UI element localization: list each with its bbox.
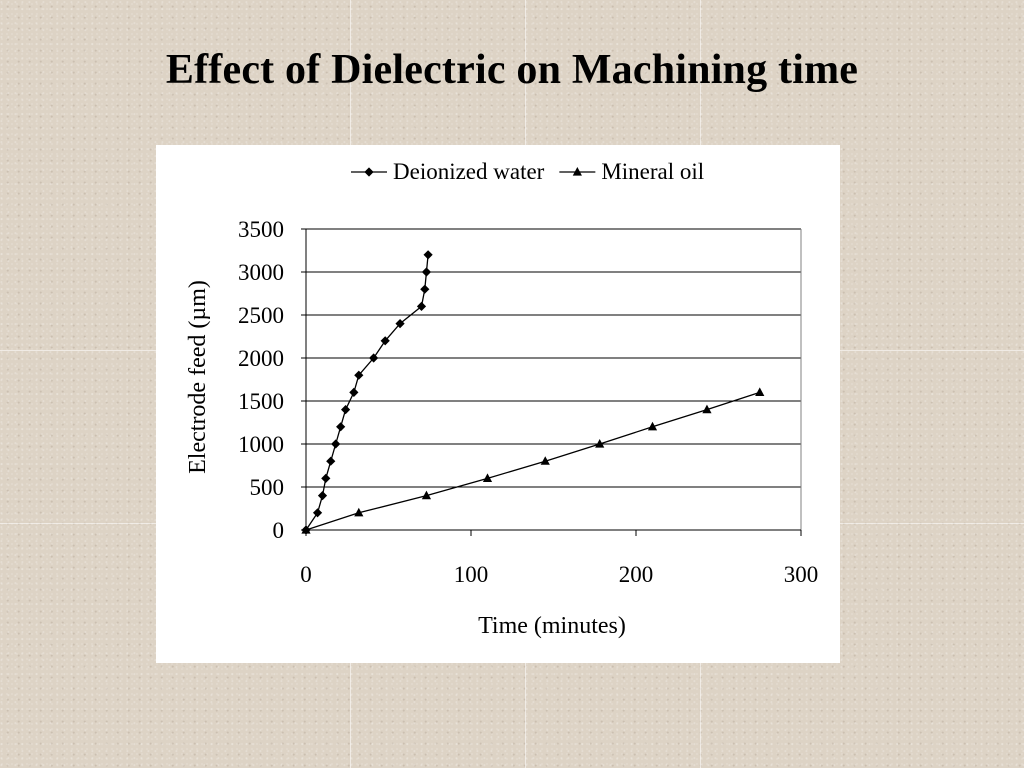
slide-title: Effect of Dielectric on Machining time	[165, 47, 859, 93]
x-tick-label: 0	[300, 562, 312, 587]
data-point	[317, 491, 328, 501]
chart-panel: Deionized water Mineral oil 0 500 1000 1500 2…	[156, 145, 840, 663]
series-line	[305, 254, 429, 531]
y-axis-title: Electrode feed (µm)	[185, 280, 211, 474]
data-point	[341, 405, 351, 415]
data-point	[321, 473, 331, 483]
legend-label: Deionized water	[393, 159, 545, 184]
data-point	[312, 508, 323, 518]
chart-axes: 0 500 1000 1500 2000 2500 3000 3500 0 100 200 300	[238, 217, 818, 587]
y-tick-label: 1500	[238, 389, 284, 414]
x-tick-label: 300	[784, 562, 819, 587]
data-point	[301, 525, 311, 534]
y-tick-label: 3500	[238, 217, 284, 242]
data-point	[336, 422, 346, 432]
y-tick-label: 500	[250, 475, 285, 500]
data-point	[354, 370, 364, 380]
chart-gridlines	[306, 228, 802, 530]
chart-series	[301, 250, 765, 535]
y-tick-label: 1000	[238, 432, 284, 457]
legend-swatch-marker	[572, 167, 582, 176]
data-point	[326, 456, 336, 466]
data-point	[349, 387, 359, 397]
line-chart: Deionized water Mineral oil 0500100015002…	[185, 159, 818, 639]
data-point	[331, 439, 341, 449]
data-point	[755, 387, 765, 396]
data-point	[420, 284, 430, 294]
chart-legend: Deionized water Mineral oil	[351, 159, 704, 184]
y-tick-label: 2500	[238, 303, 284, 328]
data-point	[380, 336, 390, 346]
data-point	[369, 353, 379, 363]
data-point	[702, 404, 712, 414]
x-axis-title: Time (minutes)	[478, 613, 626, 639]
data-point	[354, 507, 364, 517]
series-line	[305, 391, 760, 531]
data-point	[421, 267, 432, 277]
y-tick-label: 3000	[238, 260, 284, 285]
data-point	[482, 473, 493, 482]
x-tick-label: 200	[619, 562, 654, 587]
legend-label: Mineral oil	[601, 159, 704, 184]
data-point	[540, 456, 550, 465]
data-point	[647, 421, 658, 431]
data-point	[423, 250, 433, 260]
data-point	[595, 439, 605, 448]
x-tick-label: 100	[454, 562, 489, 587]
y-tick-label: 0	[273, 518, 285, 543]
legend-swatch-marker	[364, 167, 374, 177]
y-tick-label: 2000	[238, 346, 284, 371]
data-point	[421, 490, 432, 500]
